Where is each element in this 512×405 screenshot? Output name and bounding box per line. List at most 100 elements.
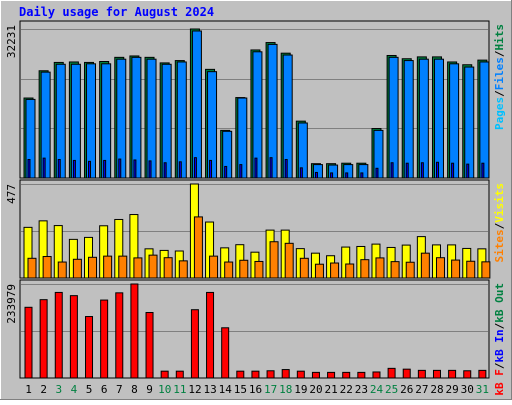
panel-bottom-legend: kB F/kB In/kB Out: [493, 283, 506, 396]
x-tick-label: 15: [234, 383, 247, 396]
bar-pages: [299, 167, 303, 179]
bar-pages: [72, 159, 76, 179]
bar-sites: [148, 254, 158, 279]
bar-pages: [466, 163, 470, 179]
x-tick-label: 12: [188, 383, 201, 396]
bar-sites: [299, 257, 309, 279]
bar-kb-f: [342, 371, 351, 379]
legend-entry: kB In: [493, 329, 506, 362]
bar-kb-f: [311, 371, 320, 379]
bar-sites: [435, 257, 445, 279]
legend-entry: kB F: [493, 369, 506, 396]
bar-pages: [178, 161, 182, 179]
bar-pages: [314, 171, 318, 179]
x-tick-label: 21: [325, 383, 338, 396]
bar-kb-f: [221, 327, 230, 379]
panel-top-max-label: 32231: [5, 25, 18, 58]
bar-kb-f: [190, 309, 199, 379]
x-tick-label: 24: [370, 383, 384, 396]
x-tick-label: 7: [116, 383, 123, 396]
bar-pages: [239, 164, 243, 179]
bar-pages: [254, 157, 258, 179]
bar-pages: [390, 162, 394, 179]
bar-sites: [88, 256, 98, 279]
bar-kb-f: [402, 368, 411, 379]
bar-pages: [224, 165, 228, 179]
bar-pages: [435, 161, 439, 179]
bar-sites: [284, 242, 294, 279]
bar-kb-f: [100, 299, 109, 379]
x-tick-label: 8: [131, 383, 138, 396]
bar-sites: [420, 252, 430, 279]
bar-sites: [224, 261, 234, 279]
bar-pages: [57, 159, 61, 179]
bar-pages: [209, 159, 213, 179]
x-tick-label: 5: [86, 383, 93, 396]
bar-kb-f: [54, 291, 63, 379]
bar-pages: [375, 167, 379, 179]
bar-kb-f: [85, 316, 94, 379]
bar-sites: [72, 258, 82, 279]
bar-kb-f: [130, 283, 139, 379]
x-tick-label: 9: [146, 383, 153, 396]
bar-pages: [481, 162, 485, 179]
bar-kb-f: [145, 312, 154, 379]
bar-files: [161, 63, 172, 179]
bar-pages: [163, 162, 167, 179]
bar-files: [433, 58, 444, 179]
panel-middle-max-label: 477: [5, 184, 18, 204]
bar-files: [388, 56, 399, 179]
bar-files: [403, 60, 414, 179]
x-tick-label: 28: [430, 383, 443, 396]
bar-sites: [118, 255, 128, 279]
legend-entry: /: [493, 50, 506, 57]
bar-files: [418, 58, 429, 179]
bar-sites: [466, 260, 476, 279]
bar-kb-f: [327, 371, 336, 379]
legend-entry: Hits: [493, 24, 506, 51]
bar-kb-f: [372, 371, 381, 379]
panel-top-legend: Pages/Files/Hits: [493, 24, 506, 130]
panel-middle-legend: Sites/Visits: [493, 183, 506, 263]
legend-entry: /: [493, 90, 506, 97]
bar-kb-f: [115, 292, 124, 379]
bar-kb-f: [387, 367, 396, 379]
x-tick-label: 2: [40, 383, 47, 396]
x-tick-label: 26: [400, 383, 413, 396]
bar-sites: [209, 255, 219, 279]
x-tick-label: 19: [294, 383, 307, 396]
x-tick-label: 3: [56, 383, 63, 396]
bar-kb-f: [236, 370, 245, 379]
bar-kb-f: [296, 370, 305, 379]
x-tick-label: 31: [476, 383, 489, 396]
bar-sites: [193, 216, 203, 279]
legend-entry: /: [493, 222, 506, 229]
bar-kb-f: [39, 299, 48, 379]
x-tick-label: 13: [203, 383, 216, 396]
bar-pages: [330, 172, 334, 179]
x-tick-label: 6: [101, 383, 108, 396]
bar-pages: [103, 159, 107, 179]
x-tick-label: 29: [446, 383, 459, 396]
legend-entry: Visits: [493, 183, 506, 223]
bar-sites: [42, 256, 52, 279]
x-tick-label: 20: [309, 383, 322, 396]
bar-pages: [118, 158, 122, 179]
legend-entry: Sites: [493, 229, 506, 262]
bar-sites: [314, 263, 324, 279]
x-tick-label: 30: [461, 383, 474, 396]
bar-kb-f: [175, 370, 184, 379]
bar-kb-f: [206, 291, 215, 379]
bar-kb-f: [160, 370, 169, 379]
legend-entry: /: [493, 322, 506, 329]
bar-pages: [345, 172, 349, 179]
bar-kb-f: [432, 369, 441, 379]
bar-pages: [133, 159, 137, 179]
bar-kb-f: [251, 370, 260, 379]
x-tick-label: 23: [355, 383, 368, 396]
bar-kb-f: [463, 370, 472, 379]
legend-entry: Pages: [493, 97, 506, 130]
bar-pages: [88, 160, 92, 179]
legend-entry: Files: [493, 57, 506, 90]
